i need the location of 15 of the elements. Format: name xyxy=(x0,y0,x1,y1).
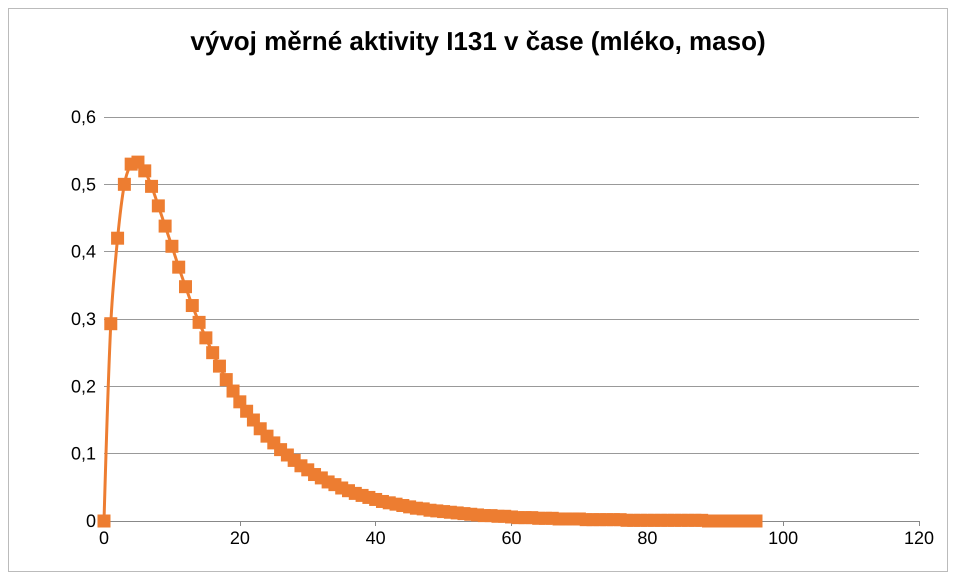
chart-title: vývoj měrné aktivity I131 v čase (mléko, maso) xyxy=(190,26,766,56)
y-tick-label: 0,2 xyxy=(70,376,96,396)
x-tick-label: 100 xyxy=(768,528,798,548)
y-tick-label: 0,5 xyxy=(70,174,96,194)
x-tick-label: 80 xyxy=(637,528,658,548)
x-tick-label: 120 xyxy=(904,528,934,548)
x-tick-label: 0 xyxy=(98,528,110,548)
y-tick-label: 0,6 xyxy=(70,107,96,127)
x-tick-label: 40 xyxy=(366,528,386,548)
y-tick-label: 0,1 xyxy=(70,444,96,464)
x-tick-label: 20 xyxy=(230,528,250,548)
y-tick-label: 0,4 xyxy=(70,242,96,262)
y-tick-label: 0 xyxy=(86,511,96,531)
y-tick-label: 0,3 xyxy=(70,309,96,329)
x-tick-label: 60 xyxy=(501,528,522,548)
